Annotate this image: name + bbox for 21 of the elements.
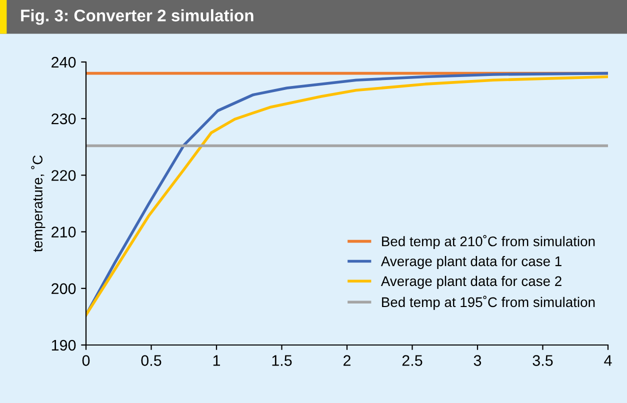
x-tick-label: 0.5 [141,355,162,366]
x-tick-label: 0 [82,355,90,366]
legend-label: Bed temp at 210˚C from simulation [382,234,595,250]
y-tick-label: 210 [52,226,76,238]
y-tick-label: 230 [52,113,76,124]
x-tick-label: 4 [604,355,612,366]
y-tick-label: 190 [52,340,76,351]
x-tick-label: 2 [344,355,350,366]
legend-label: Average plant data for case 1 [380,256,562,269]
x-tick-label: 1 [213,355,220,366]
x-tick-label: 2.5 [402,355,422,366]
y-tick-label: 220 [52,170,76,181]
x-tick-label: 1.5 [272,355,292,366]
legend-label: Average plant data for case 2 [380,276,562,289]
chart-title: Fig. 3: Converter 2 simulation [21,9,254,25]
y-tick-label: 240 [52,56,76,68]
x-tick-label: 3.5 [532,355,553,366]
legend-label: Bed temp at 195˚C from simulation [382,296,595,310]
x-tick-label: 3 [474,355,482,366]
y-tick-label: 200 [52,283,76,294]
y-axis-title: temperature, ˚C [31,155,46,252]
